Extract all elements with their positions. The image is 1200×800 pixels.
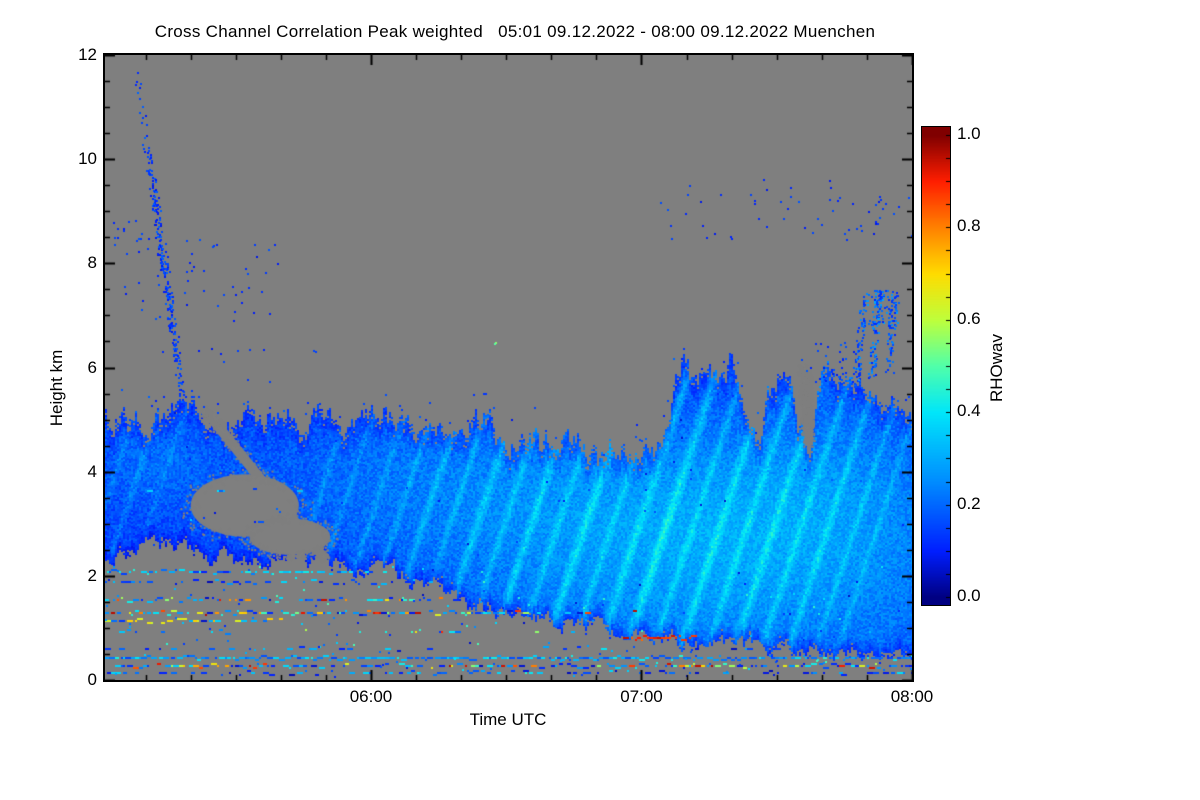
- colorbar-tick-label: 1.0: [957, 124, 981, 143]
- x-tick-label: 06:00: [349, 687, 393, 706]
- y-tick-label: 10: [78, 149, 97, 169]
- colorbar-label: RHOwav: [987, 333, 1006, 403]
- colorbar-tick-label: 0.4: [957, 401, 981, 421]
- colorbar-canvas: [922, 127, 950, 605]
- colorbar-tick-label: 0.6: [957, 308, 981, 328]
- heatmap-canvas: [105, 55, 912, 680]
- y-tick-label: 2: [87, 565, 97, 585]
- y-tick-label: 6: [87, 357, 97, 377]
- colorbar-tick-label: 0.2: [957, 493, 981, 513]
- x-axis-label: Time UTC: [469, 710, 547, 729]
- colorbar-tick-label: 0.0: [957, 586, 981, 605]
- colorbar-tick-label: 0.8: [957, 216, 981, 236]
- y-tick-label: 4: [87, 461, 97, 481]
- y-tick-label: 12: [78, 45, 97, 64]
- colorbar: [921, 126, 951, 606]
- plot-frame: [103, 53, 914, 682]
- x-tick-label: 07:00: [620, 687, 663, 706]
- plot-title: Cross Channel Correlation Peak weighted …: [154, 22, 876, 41]
- y-tick-label: 8: [87, 253, 97, 273]
- y-tick-label: 0: [87, 670, 97, 689]
- x-tick-label: 08:00: [890, 687, 934, 706]
